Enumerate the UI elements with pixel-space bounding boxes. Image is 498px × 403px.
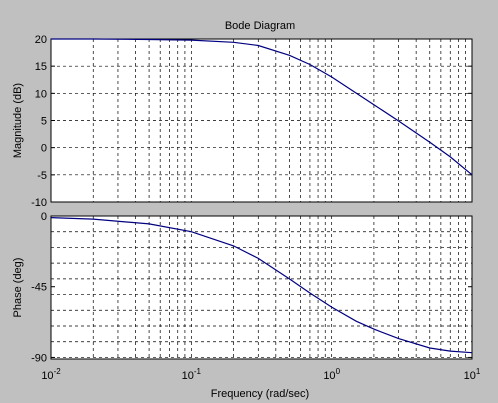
magnitude-y-axis-label: Magnitude (dB) [12,83,24,158]
phase-y-axis-label: Phase (deg) [12,258,24,318]
phase-panel: 0 -45 -90 Phase (deg) [12,211,473,364]
magnitude-panel: 20 15 10 5 0 -5 -10 Magnitude (dB) [12,34,473,209]
phase-axes-border [50,215,473,360]
phase-plot-area [50,215,473,360]
magnitude-y-tick-label: 15 [35,61,47,73]
phase-y-tick-label: 0 [41,211,47,223]
magnitude-y-tick-label: -10 [31,197,47,209]
magnitude-y-tick-label: 10 [35,88,47,100]
phase-y-tick-label: -90 [31,352,47,364]
plot-panels: 20 15 10 5 0 -5 -10 Magnitude (dB) 0 -45 -90 Phase … [12,34,481,382]
x-tick-label: 101 [464,367,481,382]
magnitude-y-tick-label: -5 [37,170,47,182]
x-tick-label: 10-2 [41,367,61,382]
x-tick-label: 10-1 [182,367,202,382]
x-axis-label: Frequency (rad/sec) [211,388,309,400]
phase-y-tick-label: -45 [31,282,47,294]
chart-title: Bode Diagram [225,20,295,32]
magnitude-y-tick-label: 20 [35,34,47,46]
magnitude-y-tick-label: 0 [41,143,47,155]
x-tick-label: 100 [323,367,340,382]
magnitude-y-tick-label: 5 [41,116,47,128]
phase-series-line [50,217,473,354]
magnitude-series-line [51,38,473,176]
